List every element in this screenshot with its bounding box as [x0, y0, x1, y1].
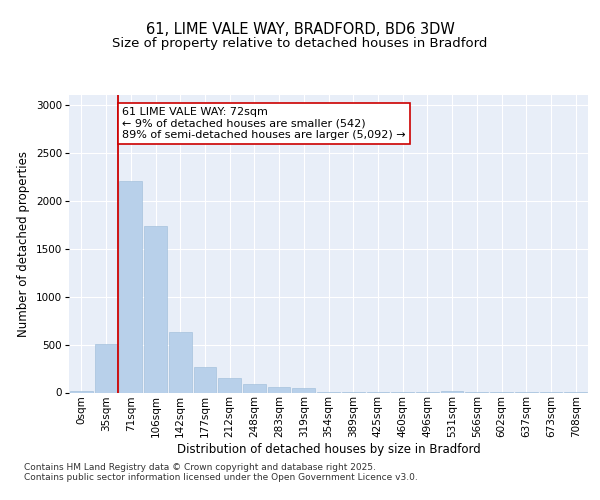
Bar	[144, 226, 167, 392]
Text: 61, LIME VALE WAY, BRADFORD, BD6 3DW: 61, LIME VALE WAY, BRADFORD, BD6 3DW	[146, 22, 454, 38]
Bar	[95, 344, 118, 392]
Bar	[169, 332, 191, 392]
Y-axis label: Number of detached properties: Number of detached properties	[17, 151, 30, 337]
Bar	[194, 367, 216, 392]
Text: Size of property relative to detached houses in Bradford: Size of property relative to detached ho…	[112, 38, 488, 51]
Bar	[218, 378, 241, 392]
Bar	[268, 386, 290, 392]
Bar	[119, 182, 142, 392]
Bar	[441, 390, 463, 392]
Text: Contains HM Land Registry data © Crown copyright and database right 2025.
Contai: Contains HM Land Registry data © Crown c…	[24, 463, 418, 482]
Bar	[292, 388, 315, 392]
Bar	[70, 390, 93, 392]
X-axis label: Distribution of detached houses by size in Bradford: Distribution of detached houses by size …	[176, 443, 481, 456]
Text: 61 LIME VALE WAY: 72sqm
← 9% of detached houses are smaller (542)
89% of semi-de: 61 LIME VALE WAY: 72sqm ← 9% of detached…	[122, 106, 406, 140]
Bar	[243, 384, 266, 392]
